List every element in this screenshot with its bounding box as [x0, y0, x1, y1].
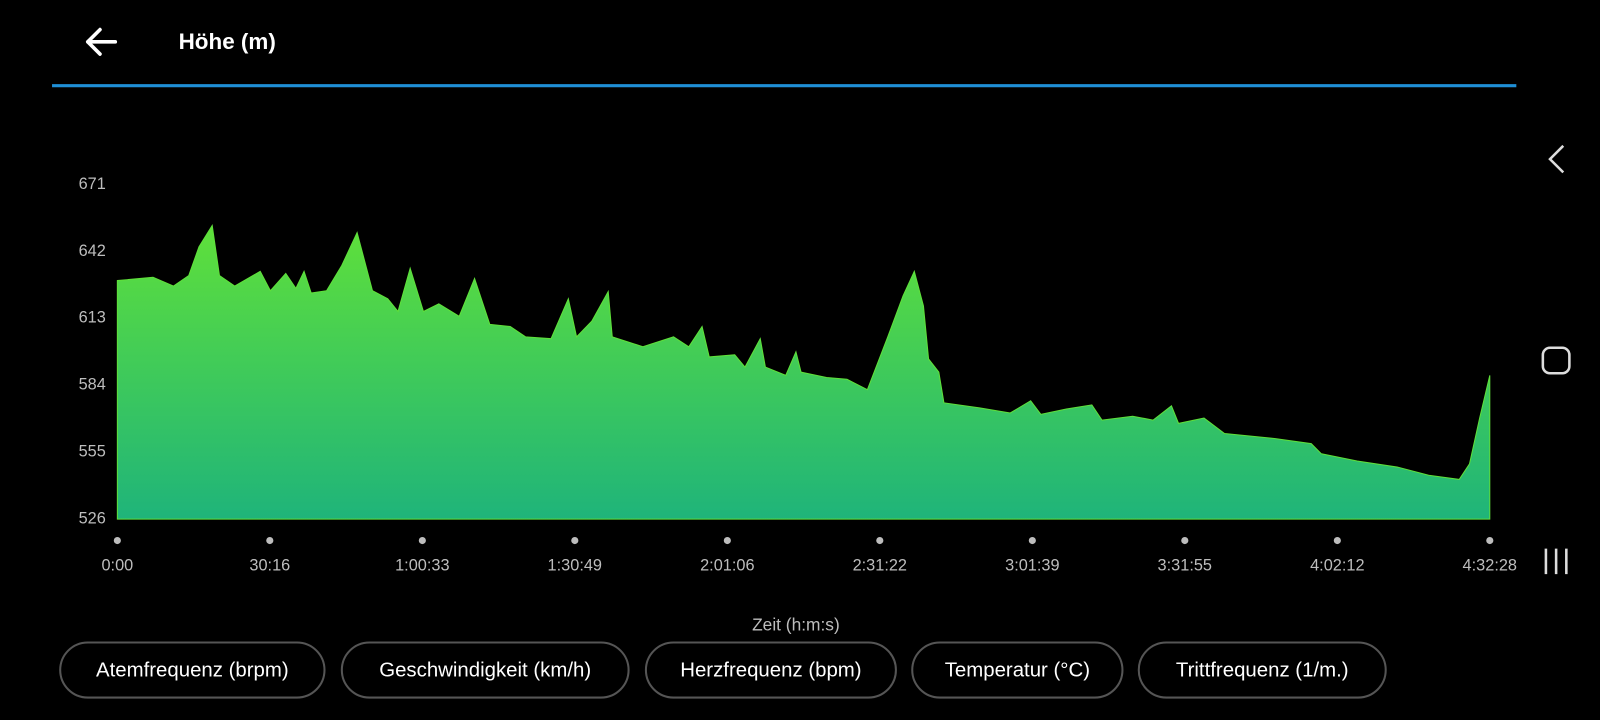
button-frame	[1137, 641, 1387, 699]
y-tick-label: 613	[79, 309, 106, 327]
x-tick-label: 2:31:22	[853, 556, 907, 574]
button-label: Temperatur (°C)	[945, 659, 1090, 681]
metric-buttons: Atemfrequenz (brpm) Geschwindigkeit (km/h…	[59, 641, 1387, 699]
button-label: Trittfrequenz (1/m.)	[1176, 659, 1349, 681]
x-tick-label: 1:00:33	[395, 556, 449, 574]
button-label: Herzfrequenz (bpm)	[680, 659, 861, 681]
y-tick-label: 555	[79, 443, 106, 461]
nav-back[interactable]	[1548, 144, 1565, 174]
page-title: Höhe (m)	[179, 29, 276, 54]
metric-button[interactable]: Herzfrequenz (bpm)	[644, 641, 897, 699]
y-tick-label: 584	[79, 376, 106, 394]
x-tick-dot	[1181, 536, 1189, 545]
x-tick-dot	[723, 536, 731, 545]
back-button[interactable]	[85, 27, 118, 56]
x-tick-label: 2:01:06	[700, 556, 754, 574]
elevation-area	[116, 223, 1491, 520]
nav-recents[interactable]	[1544, 548, 1568, 575]
x-tick-label: 1:30:49	[548, 556, 602, 574]
metric-button[interactable]: Trittfrequenz (1/m.)	[1137, 641, 1387, 699]
button-frame	[340, 641, 630, 699]
button-frame	[911, 641, 1124, 699]
y-tick-label: 642	[79, 242, 106, 260]
y-tick-label: 526	[79, 509, 106, 527]
x-tick-label: 30:16	[249, 556, 290, 574]
x-tick-label: 4:32:28	[1463, 556, 1517, 574]
metric-button[interactable]: Temperatur (°C)	[911, 641, 1124, 699]
button-frame	[59, 641, 326, 699]
button-label: Atemfrequenz (brpm)	[96, 659, 289, 681]
x-tick-label: 4:02:12	[1310, 556, 1364, 574]
nav-home[interactable]	[1541, 346, 1571, 375]
x-tick-label: 3:31:55	[1158, 556, 1212, 574]
x-tick-dot	[571, 536, 579, 545]
x-tick-dot	[1333, 536, 1341, 545]
x-tick-dot	[1028, 536, 1036, 545]
y-tick-label: 671	[79, 175, 106, 193]
x-tick-label: 0:00	[101, 556, 133, 574]
x-tick-dot	[876, 536, 884, 545]
x-tick-dot	[418, 536, 426, 545]
x-axis-label: Zeit (h:m:s)	[752, 615, 840, 635]
x-tick-label: 3:01:39	[1005, 556, 1059, 574]
button-frame	[644, 641, 897, 699]
metric-button[interactable]: Atemfrequenz (brpm)	[59, 641, 326, 699]
x-tick-dot	[1486, 536, 1494, 545]
metric-button[interactable]: Geschwindigkeit (km/h)	[340, 641, 630, 699]
x-tick-dot	[113, 536, 121, 545]
x-tick-dot	[266, 536, 274, 545]
button-label: Geschwindigkeit (km/h)	[379, 659, 591, 681]
